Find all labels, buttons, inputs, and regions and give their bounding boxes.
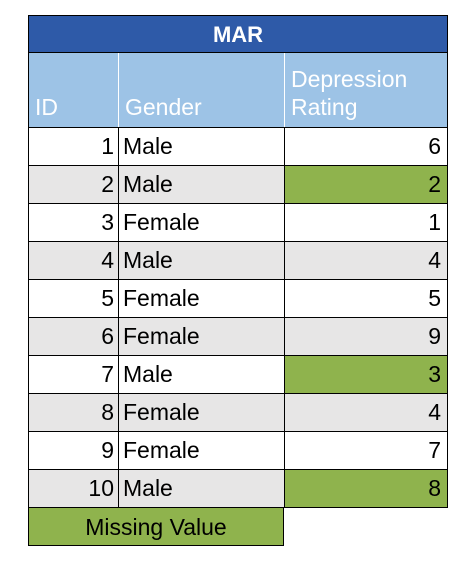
cell-gender: Female bbox=[119, 432, 285, 469]
cell-rating: 8 bbox=[285, 470, 447, 507]
header-rating-line1: Depression bbox=[291, 66, 408, 92]
table-row: 8 Female 4 bbox=[28, 394, 448, 432]
cell-id: 2 bbox=[29, 166, 119, 203]
cell-id: 5 bbox=[29, 280, 119, 317]
cell-gender: Female bbox=[119, 318, 285, 355]
header-rating-line2: Rating bbox=[291, 94, 358, 120]
cell-id: 9 bbox=[29, 432, 119, 469]
cell-rating: 1 bbox=[428, 209, 441, 235]
cell-gender: Female bbox=[119, 280, 285, 317]
data-table: MAR ID Gender Depression Rating 1 Male 6 2 M… bbox=[28, 15, 448, 546]
cell-rating: 4 bbox=[428, 247, 441, 273]
header-gender: Gender bbox=[119, 53, 285, 127]
cell-rating: 7 bbox=[428, 437, 441, 463]
table-row: 7 Male 3 bbox=[28, 356, 448, 394]
header-rating: Depression Rating bbox=[285, 53, 447, 127]
header-gender-label: Gender bbox=[125, 94, 202, 120]
header-id: ID bbox=[29, 53, 119, 127]
cell-gender: Female bbox=[119, 394, 285, 431]
table-title: MAR bbox=[28, 15, 448, 53]
cell-id: 6 bbox=[29, 318, 119, 355]
cell-rating: 9 bbox=[428, 323, 441, 349]
cell-rating: 4 bbox=[428, 399, 441, 425]
table-row: 10 Male 8 bbox=[28, 470, 448, 508]
cell-gender: Male bbox=[119, 470, 285, 507]
missing-value-legend: Missing Value bbox=[28, 508, 284, 546]
cell-rating: 5 bbox=[428, 285, 441, 311]
cell-id: 3 bbox=[29, 204, 119, 241]
cell-rating: 2 bbox=[285, 166, 447, 203]
table-row: 4 Male 4 bbox=[28, 242, 448, 280]
cell-gender: Male bbox=[119, 356, 285, 393]
cell-id: 4 bbox=[29, 242, 119, 279]
cell-id: 8 bbox=[29, 394, 119, 431]
table-row: 5 Female 5 bbox=[28, 280, 448, 318]
header-rating-label: Depression Rating bbox=[291, 65, 407, 121]
cell-id: 10 bbox=[29, 470, 119, 507]
table-row: 1 Male 6 bbox=[28, 128, 448, 166]
cell-gender: Male bbox=[119, 242, 285, 279]
table-body: 1 Male 6 2 Male 2 3 Female 1 4 Male 4 5 Female 5 6 Femal… bbox=[28, 128, 448, 508]
cell-id: 7 bbox=[29, 356, 119, 393]
cell-gender: Male bbox=[119, 128, 285, 165]
cell-gender: Female bbox=[119, 204, 285, 241]
table-row: 3 Female 1 bbox=[28, 204, 448, 242]
table-row: 6 Female 9 bbox=[28, 318, 448, 356]
cell-rating: 6 bbox=[428, 133, 441, 159]
table-row: 9 Female 7 bbox=[28, 432, 448, 470]
cell-rating: 3 bbox=[285, 356, 447, 393]
cell-id: 1 bbox=[29, 128, 119, 165]
header-id-label: ID bbox=[35, 94, 58, 120]
table-row: 2 Male 2 bbox=[28, 166, 448, 204]
header-row: ID Gender Depression Rating bbox=[28, 53, 448, 128]
cell-gender: Male bbox=[119, 166, 285, 203]
